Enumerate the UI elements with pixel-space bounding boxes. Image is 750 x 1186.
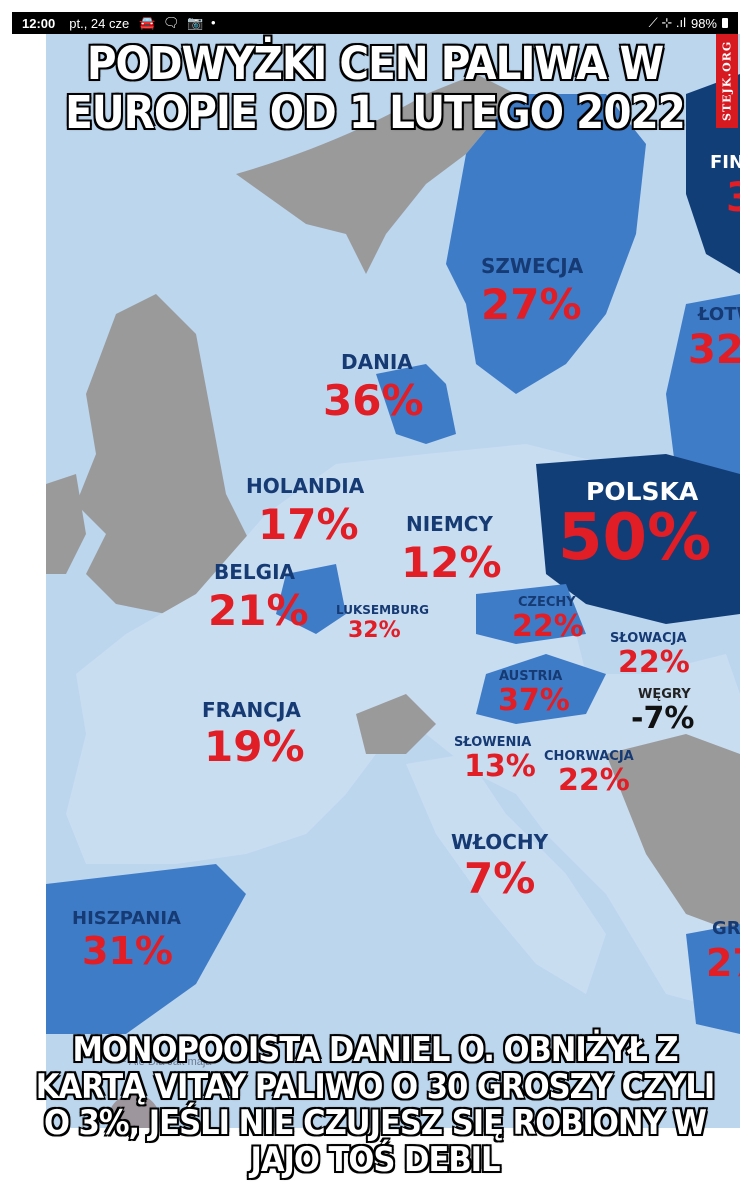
battery-icon — [722, 18, 728, 28]
country-label-luksemburg: LUKSEMBURG — [336, 603, 430, 617]
baltics-landmass — [666, 294, 740, 474]
value-slowacja: 22% — [618, 645, 690, 680]
country-label-francja: FRANCJA — [202, 698, 301, 722]
country-label-hiszpania: HISZPANIA — [72, 908, 181, 929]
country-label-niemcy: NIEMCY — [406, 512, 493, 536]
value-grecja: 27 — [706, 941, 740, 985]
norway-landmass — [236, 74, 516, 274]
value-wlochy: 7% — [464, 854, 536, 903]
ireland-landmass — [46, 474, 86, 574]
country-label-grecja: GR — [712, 918, 740, 939]
poland-landmass — [536, 454, 740, 624]
value-luksemburg: 32% — [348, 618, 401, 643]
country-label-wegry: WĘGRY — [638, 687, 691, 702]
system-indicators: ⟋ ⊹ .ıl 98% — [649, 15, 728, 31]
signal-icon: ⟋ ⊹ .ıl — [648, 15, 686, 30]
spain-landmass — [46, 864, 246, 1034]
uk-landmass — [76, 294, 256, 614]
country-label-chorwacja: CHORWACJA — [544, 749, 634, 764]
author-name-faint: ~ Ale Dla Jak maja — [120, 1056, 212, 1068]
value-czechy: 22% — [512, 609, 584, 644]
czechia-landmass — [476, 584, 586, 644]
country-label-austria: AUSTRIA — [499, 669, 563, 684]
value-slowenia: 13% — [464, 749, 536, 784]
value-lotwa: 32 — [688, 327, 740, 373]
balkans-landmass — [606, 734, 740, 934]
belgium-landmass — [276, 564, 346, 634]
country-label-wlochy: WŁOCHY — [451, 830, 549, 854]
greece-landmass — [686, 924, 740, 1034]
bottom-caption: MONOPOOISTA DANIEL O. OBNIŻYŁ Z KARTĄ VI… — [35, 1030, 716, 1181]
country-label-slowacja: SŁOWACJA — [610, 631, 687, 646]
europe-map — [46, 74, 740, 1034]
value-polska: 50% — [558, 501, 712, 575]
battery-level: 98% — [690, 15, 717, 31]
value-szwecja: 27% — [481, 280, 582, 329]
value-niemcy: 12% — [401, 538, 502, 587]
country-label-holandia: HOLANDIA — [246, 474, 365, 498]
author-avatar — [108, 1094, 160, 1128]
top-caption: PODWYŻKI CEN PALIWA W EUROPIE OD 1 LUTEG… — [64, 37, 687, 139]
notification-icons: 🚘 🗨 📷 • — [139, 15, 218, 30]
italy-landmass — [406, 754, 606, 994]
value-chorwacja: 22% — [558, 763, 630, 798]
value-finlandia: 3 — [726, 175, 740, 221]
sweden-landmass — [446, 94, 646, 394]
country-label-finlandia: FIN — [710, 152, 740, 173]
value-francja: 19% — [204, 722, 305, 771]
denmark-landmass — [376, 364, 456, 444]
country-label-dania: DANIA — [341, 350, 413, 374]
country-label-belgia: BELGIA — [214, 560, 295, 584]
austria-landmass — [476, 654, 606, 724]
switzerland-landmass — [356, 694, 436, 754]
country-label-szwecja: SZWECJA — [481, 254, 584, 278]
country-label-polska: POLSKA — [586, 477, 699, 506]
value-wegry: -7% — [631, 701, 695, 736]
date: pt., 24 cze — [69, 15, 130, 31]
clock: 12:00 — [22, 15, 56, 31]
value-dania: 36% — [323, 376, 424, 425]
country-label-czechy: CZECHY — [518, 595, 576, 610]
country-label-lotwa: ŁOTW — [698, 304, 740, 325]
status-bar: 12:00 pt., 24 cze 🚘 🗨 📷 • ⟋ ⊹ .ıl 98% — [12, 12, 738, 34]
value-austria: 37% — [498, 683, 570, 718]
country-label-slowenia: SŁOWENIA — [454, 735, 532, 750]
value-belgia: 21% — [208, 586, 309, 635]
value-holandia: 17% — [258, 500, 359, 549]
fuel-price-map-image: SZWECJA 27% DANIA 36% HOLANDIA 17% NIEMC… — [46, 34, 740, 1128]
value-hiszpania: 31% — [82, 929, 173, 973]
